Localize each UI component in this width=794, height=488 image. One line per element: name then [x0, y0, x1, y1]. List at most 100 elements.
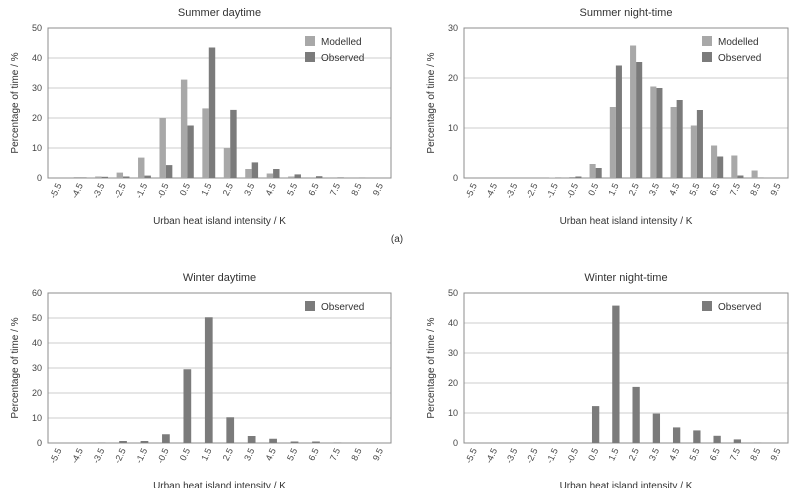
- x-tick-label: 4.5: [667, 182, 681, 198]
- x-tick-label: 9.5: [768, 447, 782, 463]
- y-tick-label: 50: [448, 288, 458, 298]
- y-tick-label: 0: [37, 438, 42, 448]
- x-tick-label: -1.5: [544, 182, 560, 200]
- x-tick-label: 9.5: [768, 182, 782, 198]
- x-tick-label: 8.5: [748, 447, 762, 463]
- bar-modelled--4.5: [73, 177, 81, 178]
- x-tick-label: -5.5: [463, 182, 479, 200]
- bar-observed-6.5: [713, 435, 721, 443]
- bar-observed--0.5: [165, 165, 173, 178]
- x-tick-label: 6.5: [708, 182, 722, 198]
- chart-title: Winter daytime: [183, 272, 256, 284]
- bar-observed-1.5: [208, 47, 216, 178]
- x-tick-label: -4.5: [484, 182, 500, 200]
- bar-observed--3.5: [101, 176, 109, 178]
- bar-modelled-8.5: [751, 170, 758, 178]
- x-axis-label: Urban heat island intensity / K: [153, 481, 286, 488]
- bar-observed-1.5: [204, 317, 213, 443]
- x-tick-label: 8.5: [748, 182, 762, 198]
- bar-observed-4.5: [269, 438, 277, 443]
- bar-observed-6.5: [315, 176, 323, 178]
- chart-title: Summer daytime: [178, 7, 261, 19]
- x-tick-label: 0.5: [178, 447, 192, 463]
- x-tick-label: 2.5: [627, 182, 641, 198]
- x-tick-label: 1.5: [199, 182, 213, 198]
- legend-label-modelled: Modelled: [718, 37, 759, 48]
- bar-observed-5.5: [290, 441, 299, 443]
- x-tick-label: 1.5: [199, 447, 213, 463]
- bar-observed-0.5: [591, 406, 600, 443]
- bar-modelled-0.5: [589, 164, 596, 178]
- x-tick-label: 1.5: [606, 447, 620, 463]
- x-tick-label: 2.5: [627, 447, 641, 463]
- x-tick-label: 3.5: [242, 447, 256, 463]
- bar-observed-0.5: [187, 125, 194, 178]
- figure-caption: (a): [391, 234, 403, 245]
- x-tick-label: -0.5: [155, 182, 171, 200]
- bar-observed-2.5: [226, 417, 235, 443]
- x-tick-label: -3.5: [91, 182, 107, 200]
- legend-label-observed: Observed: [321, 302, 364, 313]
- chart-panel-4: 0 10 20 30 40 50 -5.5 -4.5 -3.5 -2.5 -1.5 -0.5 0.5 1.…: [426, 272, 789, 488]
- y-tick-label: 30: [448, 23, 458, 33]
- x-tick-label: 5.5: [285, 447, 299, 463]
- x-tick-label: 7.5: [728, 447, 742, 463]
- bar-observed-5.5: [294, 174, 301, 178]
- bar-observed-3.5: [251, 162, 259, 178]
- bar-observed-3.5: [656, 88, 663, 178]
- legend-label-observed: Observed: [718, 53, 761, 64]
- bar-observed-2.5: [636, 62, 643, 178]
- y-tick-label: 30: [32, 363, 42, 373]
- x-tick-label: 8.5: [349, 182, 363, 198]
- y-tick-label: 30: [32, 83, 42, 93]
- bar-observed--0.5: [575, 176, 582, 178]
- bar-modelled--0.5: [569, 177, 576, 178]
- y-tick-label: 30: [448, 348, 458, 358]
- x-tick-label: -3.5: [91, 447, 107, 465]
- bar-observed-1.5: [612, 305, 620, 443]
- x-tick-label: -4.5: [69, 447, 85, 465]
- bar-observed--1.5: [555, 177, 562, 178]
- y-tick-label: 0: [37, 173, 42, 183]
- x-tick-label: 9.5: [371, 182, 385, 198]
- bar-observed-7.5: [733, 439, 742, 443]
- legend-swatch-observed: [702, 301, 712, 311]
- x-tick-label: 4.5: [264, 182, 278, 198]
- bar-observed-2.5: [632, 386, 640, 443]
- x-tick-label: -5.5: [463, 447, 479, 465]
- x-tick-label: -1.5: [544, 447, 560, 465]
- x-axis-label: Urban heat island intensity / K: [560, 481, 693, 488]
- x-tick-label: 0.5: [178, 182, 192, 198]
- bar-observed--4.5: [80, 177, 87, 178]
- bar-observed--0.5: [162, 434, 170, 443]
- bar-modelled--2.5: [116, 172, 124, 178]
- bar-observed-3.5: [247, 436, 256, 443]
- legend-swatch-observed: [702, 52, 712, 62]
- y-tick-label: 0: [453, 173, 458, 183]
- bar-observed-6.5: [312, 441, 320, 443]
- bar-modelled-0.5: [180, 79, 188, 178]
- y-tick-label: 10: [448, 123, 458, 133]
- y-tick-label: 10: [32, 413, 42, 423]
- bar-modelled-6.5: [711, 145, 718, 178]
- bar-observed-8.5: [757, 177, 764, 178]
- bar-modelled-4.5: [266, 173, 274, 178]
- x-tick-label: -0.5: [565, 182, 581, 200]
- x-tick-label: -2.5: [524, 447, 540, 465]
- x-axis-label: Urban heat island intensity / K: [153, 216, 286, 227]
- bar-modelled-5.5: [690, 125, 697, 178]
- bar-observed--2.5: [123, 176, 130, 178]
- y-tick-label: 40: [448, 318, 458, 328]
- bar-observed-1.5: [615, 65, 622, 178]
- bar-observed-5.5: [693, 430, 701, 443]
- y-tick-label: 20: [32, 388, 42, 398]
- bar-modelled-1.5: [609, 107, 616, 178]
- y-tick-label: 20: [32, 113, 42, 123]
- x-tick-label: -2.5: [112, 447, 128, 465]
- x-tick-label: -3.5: [504, 182, 520, 200]
- chart-panel-1: 0 10 20 30 40 50 -5.5 -4.5 -3.5 -2.5 -1.5 -0.5 0.5 1.…: [10, 7, 392, 227]
- bar-modelled-7.5: [731, 155, 738, 178]
- x-tick-label: -0.5: [155, 447, 171, 465]
- x-tick-label: 5.5: [285, 182, 299, 198]
